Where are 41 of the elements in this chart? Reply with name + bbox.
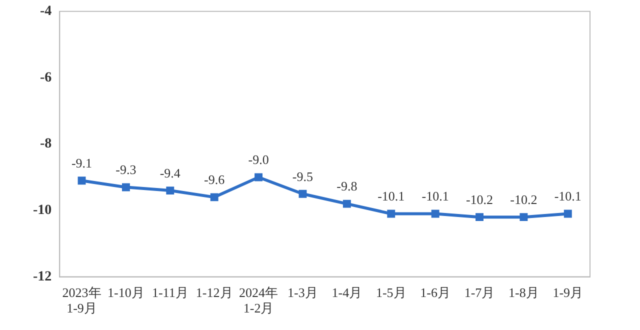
y-tick-label: -8 (40, 136, 52, 152)
point (342, 200, 351, 208)
data-label: -9.6 (204, 172, 226, 188)
x-tick-label: 1-3月 (288, 285, 318, 300)
x-tick-label: 2023年 1-9月 (62, 285, 102, 316)
data-label: -10.2 (466, 192, 494, 208)
data-label: -9.8 (336, 178, 358, 194)
point (520, 213, 528, 222)
data-label: -9.0 (248, 152, 269, 168)
x-tick-label: 1-10月 (108, 285, 144, 300)
point (564, 210, 572, 218)
x-tick-label: 1-8月 (508, 285, 539, 300)
point (476, 213, 484, 222)
y-tick-label: -6 (40, 70, 52, 86)
x-tick-label: 1-4月 (332, 285, 362, 300)
point (387, 210, 396, 218)
data-label: -9.4 (160, 165, 181, 180)
y-tick-label: -12 (32, 269, 52, 284)
x-tick-label: 1-5月 (376, 285, 406, 300)
point (254, 173, 263, 182)
y-tick-label: -4 (40, 4, 52, 20)
data-label: -10.1 (378, 188, 405, 204)
x-tick-label: 1-11月 (152, 285, 188, 300)
data-label: -9.3 (116, 162, 136, 178)
x-tick-label: 1-12月 (196, 285, 233, 300)
data-label: -9.1 (71, 156, 92, 171)
point (210, 193, 218, 202)
data-label: -10.1 (554, 188, 582, 204)
x-tick-label: 1-9月 (552, 285, 584, 300)
point (122, 183, 130, 192)
x-tick-label: 2024年 1-2月 (239, 285, 278, 316)
data-label: -10.2 (510, 192, 538, 208)
point (298, 190, 307, 198)
data-label: -10.1 (422, 188, 449, 204)
x-tick-label: 1-6月 (420, 285, 450, 300)
point (431, 210, 440, 218)
point (78, 176, 86, 185)
x-tick-label: 1-7月 (464, 285, 495, 300)
data-label: -9.5 (292, 168, 314, 184)
point (166, 186, 174, 195)
y-tick-label: -10 (32, 203, 52, 218)
